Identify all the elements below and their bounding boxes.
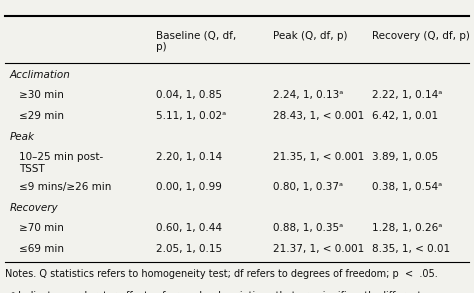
- Text: 2.24, 1, 0.13ᵃ: 2.24, 1, 0.13ᵃ: [273, 90, 343, 100]
- Text: 0.00, 1, 0.99: 0.00, 1, 0.99: [156, 182, 222, 192]
- Text: Peak (Q, df, p): Peak (Q, df, p): [273, 31, 347, 41]
- Text: 8.35, 1, < 0.01: 8.35, 1, < 0.01: [372, 244, 450, 254]
- Text: 21.35, 1, < 0.001: 21.35, 1, < 0.001: [273, 152, 364, 162]
- Text: 28.43, 1, < 0.001: 28.43, 1, < 0.001: [273, 111, 364, 121]
- Text: 2.20, 1, 0.14: 2.20, 1, 0.14: [156, 152, 223, 162]
- Text: 0.80, 1, 0.37ᵃ: 0.80, 1, 0.37ᵃ: [273, 182, 343, 192]
- Text: ≤9 mins/≥26 min: ≤9 mins/≥26 min: [19, 182, 111, 192]
- Text: 1.28, 1, 0.26ᵃ: 1.28, 1, 0.26ᵃ: [372, 223, 442, 233]
- Text: 0.04, 1, 0.85: 0.04, 1, 0.85: [156, 90, 222, 100]
- Text: 0.88, 1, 0.35ᵃ: 0.88, 1, 0.35ᵃ: [273, 223, 343, 233]
- Text: ᵃ Indicates moderator effects of procedural variations that are significantly di: ᵃ Indicates moderator effects of procedu…: [5, 291, 421, 293]
- Text: Notes. Q statistics refers to homogeneity test; df refers to degrees of freedom;: Notes. Q statistics refers to homogeneit…: [5, 269, 438, 279]
- Text: 2.22, 1, 0.14ᵃ: 2.22, 1, 0.14ᵃ: [372, 90, 442, 100]
- Text: Peak: Peak: [9, 132, 35, 142]
- Text: 21.37, 1, < 0.001: 21.37, 1, < 0.001: [273, 244, 364, 254]
- Text: 6.42, 1, 0.01: 6.42, 1, 0.01: [372, 111, 438, 121]
- Text: 5.11, 1, 0.02ᵃ: 5.11, 1, 0.02ᵃ: [156, 111, 227, 121]
- Text: Recovery (Q, df, p): Recovery (Q, df, p): [372, 31, 470, 41]
- Text: ≤69 min: ≤69 min: [19, 244, 64, 254]
- Text: 0.38, 1, 0.54ᵃ: 0.38, 1, 0.54ᵃ: [372, 182, 442, 192]
- Text: ≥70 min: ≥70 min: [19, 223, 64, 233]
- Text: 10–25 min post-
TSST: 10–25 min post- TSST: [19, 152, 103, 174]
- Text: ≤29 min: ≤29 min: [19, 111, 64, 121]
- Text: Recovery: Recovery: [9, 203, 58, 213]
- Text: 0.60, 1, 0.44: 0.60, 1, 0.44: [156, 223, 222, 233]
- Text: 3.89, 1, 0.05: 3.89, 1, 0.05: [372, 152, 438, 162]
- Text: ≥30 min: ≥30 min: [19, 90, 64, 100]
- Text: Baseline (Q, df,
p): Baseline (Q, df, p): [156, 31, 237, 52]
- Text: 2.05, 1, 0.15: 2.05, 1, 0.15: [156, 244, 223, 254]
- Text: Acclimation: Acclimation: [9, 70, 70, 80]
